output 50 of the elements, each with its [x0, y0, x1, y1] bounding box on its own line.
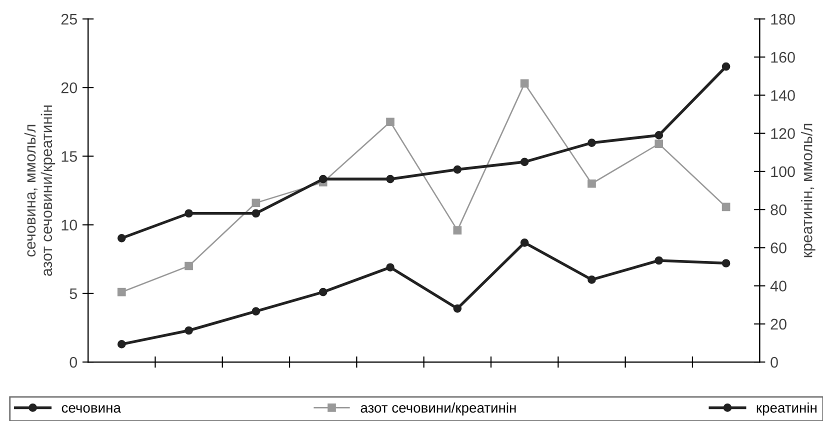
- point: [453, 165, 462, 174]
- y-axis-title: сечовина, ммоль/л азот сечовини/креатинін: [24, 105, 56, 276]
- point: [654, 131, 664, 140]
- point: [654, 256, 664, 265]
- point: [453, 226, 462, 234]
- point: [453, 304, 462, 313]
- point: [588, 138, 596, 148]
- point: [386, 174, 394, 184]
- y2-tick-label: 40: [770, 280, 786, 292]
- y-tick-label: 20: [61, 82, 78, 94]
- point: [252, 209, 260, 218]
- point: [588, 276, 596, 284]
- point: [654, 140, 664, 148]
- point: [520, 238, 529, 247]
- point: [722, 259, 730, 268]
- y2-tick-label: 0: [770, 356, 778, 368]
- y2-tick-label: 160: [771, 52, 795, 63]
- point: [318, 174, 328, 184]
- y-tick-label: 25: [61, 14, 78, 25]
- point: [184, 326, 193, 335]
- y2-tick-label: 100: [771, 166, 795, 178]
- point: [318, 288, 328, 296]
- legend-label: азот сечовини/креатинін: [360, 402, 516, 416]
- point: [588, 179, 596, 188]
- y-tick-label: 5: [70, 288, 78, 300]
- y-tick-label: 10: [62, 220, 78, 230]
- point: [184, 209, 193, 218]
- y2-tick-label: 120: [771, 128, 795, 140]
- point: [722, 202, 730, 212]
- y2-tick-label: 180: [771, 14, 795, 25]
- legend-label: креатинін: [756, 402, 816, 416]
- point: [184, 262, 193, 270]
- point: [386, 118, 394, 126]
- point: [722, 62, 730, 71]
- point: [520, 79, 529, 88]
- y2-tick-label: 20: [770, 318, 786, 330]
- point: [520, 158, 529, 166]
- point: [117, 234, 126, 242]
- point: [252, 198, 260, 208]
- legend-label: сечовина: [62, 405, 121, 413]
- y2-tick-label: 80: [770, 204, 786, 216]
- point: [117, 288, 126, 296]
- y2-tick-label: 140: [771, 90, 795, 101]
- y2-tick-label: 60: [770, 242, 786, 254]
- y-tick-label: 0: [70, 356, 78, 368]
- point: [252, 307, 260, 316]
- y-tick-label: 15: [62, 151, 78, 162]
- y2-axis-title: креатинін, ммоль/л: [801, 124, 816, 258]
- point: [117, 340, 126, 348]
- point: [386, 263, 394, 272]
